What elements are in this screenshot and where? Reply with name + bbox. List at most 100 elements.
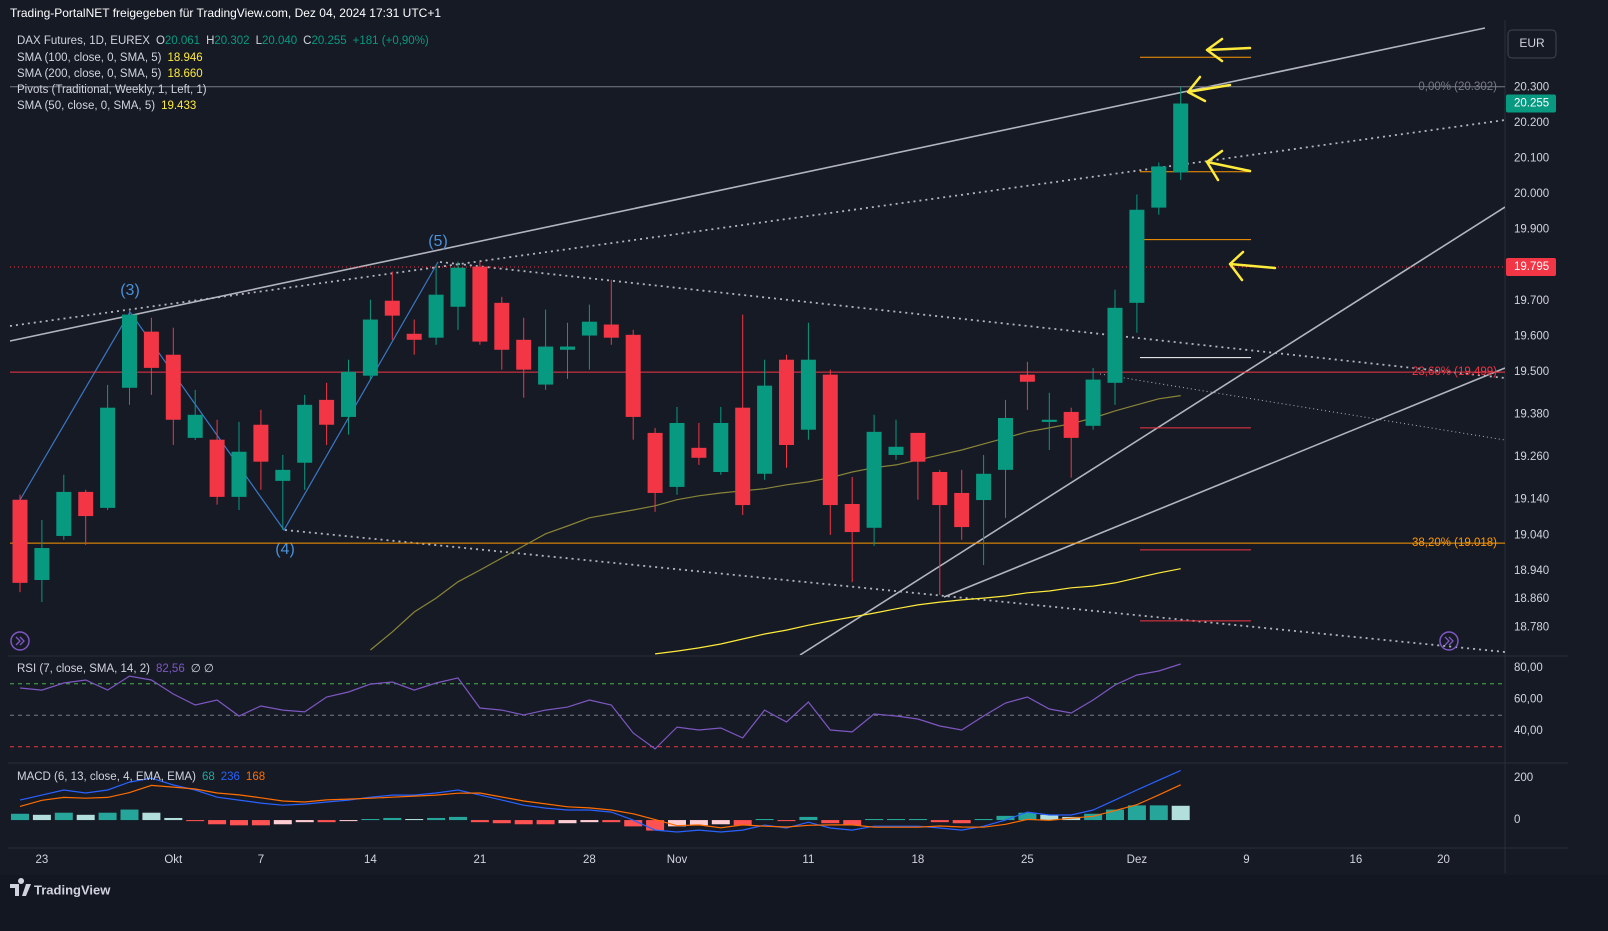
histogram-bar (668, 820, 686, 827)
wave-line (19, 261, 439, 532)
histogram-bar (689, 820, 708, 826)
watermark: Trading-PortalNET freigegeben für Tradin… (10, 6, 441, 20)
currency-button[interactable] (1507, 29, 1557, 59)
candle-body (669, 422, 685, 487)
candle-body (319, 399, 335, 425)
currency[interactable]: EUR (1519, 36, 1545, 50)
histogram-bar (799, 816, 818, 821)
y-tick-label: 19.260 (1514, 451, 1549, 463)
y-tick-label: 19.140 (1514, 494, 1549, 506)
indicator-value: 19.433 (161, 100, 196, 112)
candle-body (472, 266, 488, 342)
ohlc-key: C (303, 35, 311, 47)
histogram-bar (98, 812, 117, 821)
signal-value: 168 (246, 771, 265, 783)
candle-body (122, 314, 137, 388)
indicator-legend: SMA (100, close, 0, SMA, 5) 18.946 (17, 52, 203, 64)
histogram-bar (930, 820, 949, 823)
macd-legend: MACD (6, 13, close, 4, EMA, EMA) 68 236 168 (17, 771, 265, 783)
histogram-bar (54, 812, 73, 821)
histogram-bar (1171, 805, 1190, 821)
macd-value: 236 (221, 771, 240, 783)
line (19, 663, 1181, 750)
change: +181 (+0,90%) (353, 35, 429, 47)
x-tick-label: 21 (474, 854, 487, 866)
indicator-name: SMA (50, close, 0, SMA, 5) (17, 100, 155, 112)
brand: TradingView (34, 882, 111, 897)
x-tick-label: 16 (1350, 854, 1363, 866)
fib-label: 23,60% (19.499) (1412, 366, 1497, 378)
candle-body (713, 422, 729, 472)
histogram-bar (514, 820, 533, 825)
candle-body (341, 371, 356, 417)
histogram-bar (32, 814, 51, 821)
y-tick-label: 19.040 (1514, 529, 1549, 541)
histogram-bar (383, 817, 402, 821)
arrow (1205, 37, 1252, 63)
rsi-title: RSI (7, close, SMA, 14, 2) (17, 663, 150, 675)
candle-body (100, 407, 116, 508)
candle-body (1085, 379, 1101, 426)
price-label-box (1506, 257, 1556, 276)
x-tick-label: 23 (36, 854, 49, 866)
histogram-bar (186, 820, 205, 822)
scroll-icon[interactable] (1439, 631, 1459, 651)
price-label: 19.795 (1514, 261, 1549, 273)
histogram-bar (777, 820, 796, 822)
ohlc-key: O (156, 35, 165, 47)
main-legend: DAX Futures, 1D, EUREX O20.061 H20.302 L20.… (17, 35, 429, 47)
histogram-bar (1149, 805, 1168, 821)
candle-body (691, 447, 707, 458)
histogram-bar (996, 815, 1015, 821)
histogram-bar (1040, 814, 1059, 821)
line (655, 568, 1181, 655)
histogram-bar (273, 820, 292, 825)
macd-title: MACD (6, 13, close, 4, EMA, EMA) (17, 771, 196, 783)
y-tick-label: 0 (1514, 814, 1520, 826)
candle-body (1129, 209, 1145, 303)
wave-label: (4) (275, 541, 295, 558)
x-tick-label: 9 (1243, 854, 1249, 866)
candle-body (362, 319, 378, 376)
candle-body (976, 473, 992, 501)
x-tick-label: 20 (1437, 854, 1450, 866)
candle-body (844, 503, 860, 533)
candle-body (603, 324, 619, 338)
histogram-bar (1018, 812, 1037, 821)
ohlc-value: 20.255 (311, 35, 346, 47)
candle-body (428, 294, 444, 338)
indicator-name: Pivots (Traditional, Weekly, 1, Left, 1) (17, 84, 207, 96)
candle-body (34, 548, 50, 581)
candle-body (275, 469, 291, 481)
histogram-bar (733, 820, 752, 826)
candle-body (1173, 103, 1189, 173)
candle-body (998, 417, 1013, 470)
candle-body (779, 359, 794, 445)
indicator-value: 18.946 (167, 52, 202, 64)
histogram-bar (865, 819, 884, 821)
trend-line (943, 367, 1505, 598)
x-tick-label: 28 (583, 854, 596, 866)
histogram-bar (711, 820, 730, 825)
candle-body (538, 346, 554, 385)
arrows (1186, 37, 1277, 282)
replay-icon[interactable] (10, 631, 30, 651)
y-tick-label: 20.300 (1514, 82, 1549, 94)
line (19, 769, 1181, 833)
y-tick-label: 20.000 (1514, 188, 1549, 200)
histogram-bar (558, 820, 577, 824)
trend-line (284, 529, 1505, 653)
candle-body (625, 334, 641, 417)
ohlc-value: 20.040 (262, 35, 297, 47)
ohlc-value: 20.061 (165, 35, 200, 47)
candle-body (560, 346, 575, 350)
symbol: DAX Futures, 1D, EUREX (17, 35, 150, 47)
candle-body (56, 491, 72, 536)
histogram-bar (908, 819, 927, 821)
histogram-bar (317, 820, 336, 823)
fib-label: 0,00% (20.302) (1418, 81, 1497, 93)
macd-hist-value: 68 (202, 771, 215, 783)
candle-body (866, 431, 882, 528)
